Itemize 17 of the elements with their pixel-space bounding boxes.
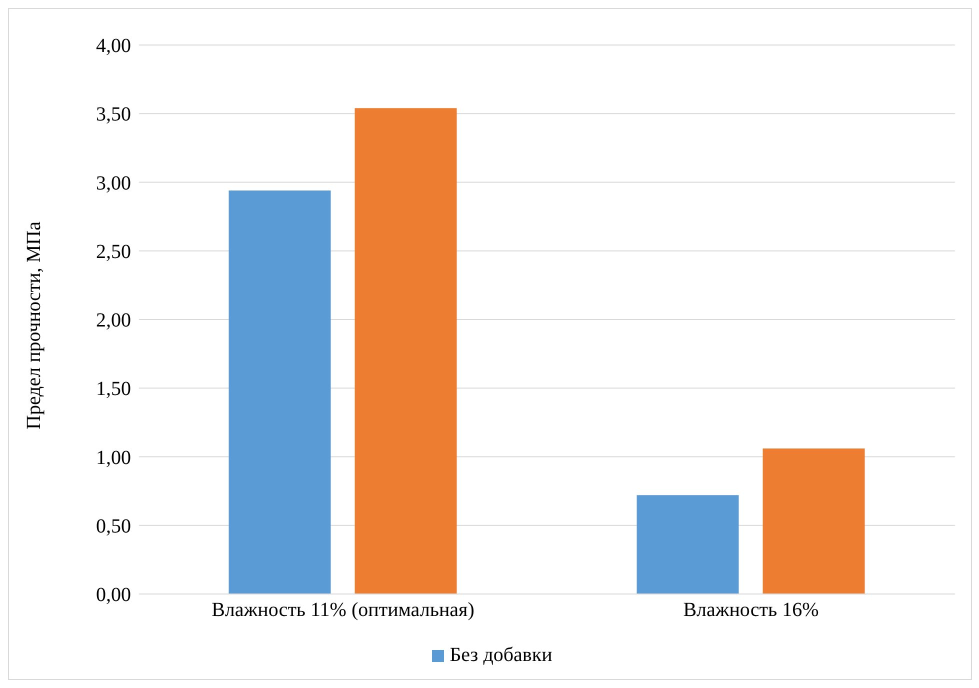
y-tick-label: 2,50	[96, 240, 131, 263]
bar	[228, 190, 331, 594]
y-tick-label: 0,00	[96, 584, 131, 606]
y-tick-label: 1,00	[96, 446, 131, 469]
y-tick-label: 2,00	[96, 310, 131, 332]
bar	[354, 108, 457, 594]
bar	[636, 495, 739, 594]
x-tick-label: Влажность 11% (оптимальная)	[212, 599, 474, 622]
y-tick-label: 1,50	[96, 378, 131, 400]
legend-label: Без добавки	[450, 644, 552, 667]
bar	[762, 448, 865, 594]
y-tick-label: 4,00	[96, 35, 131, 58]
x-tick-label: Влажность 16%	[683, 599, 819, 622]
y-tick-label: 3,00	[96, 172, 131, 194]
y-axis-title: Предел прочности, МПа	[23, 221, 46, 430]
y-tick-label: 3,50	[96, 104, 131, 126]
y-tick-label: 0,50	[96, 515, 131, 538]
